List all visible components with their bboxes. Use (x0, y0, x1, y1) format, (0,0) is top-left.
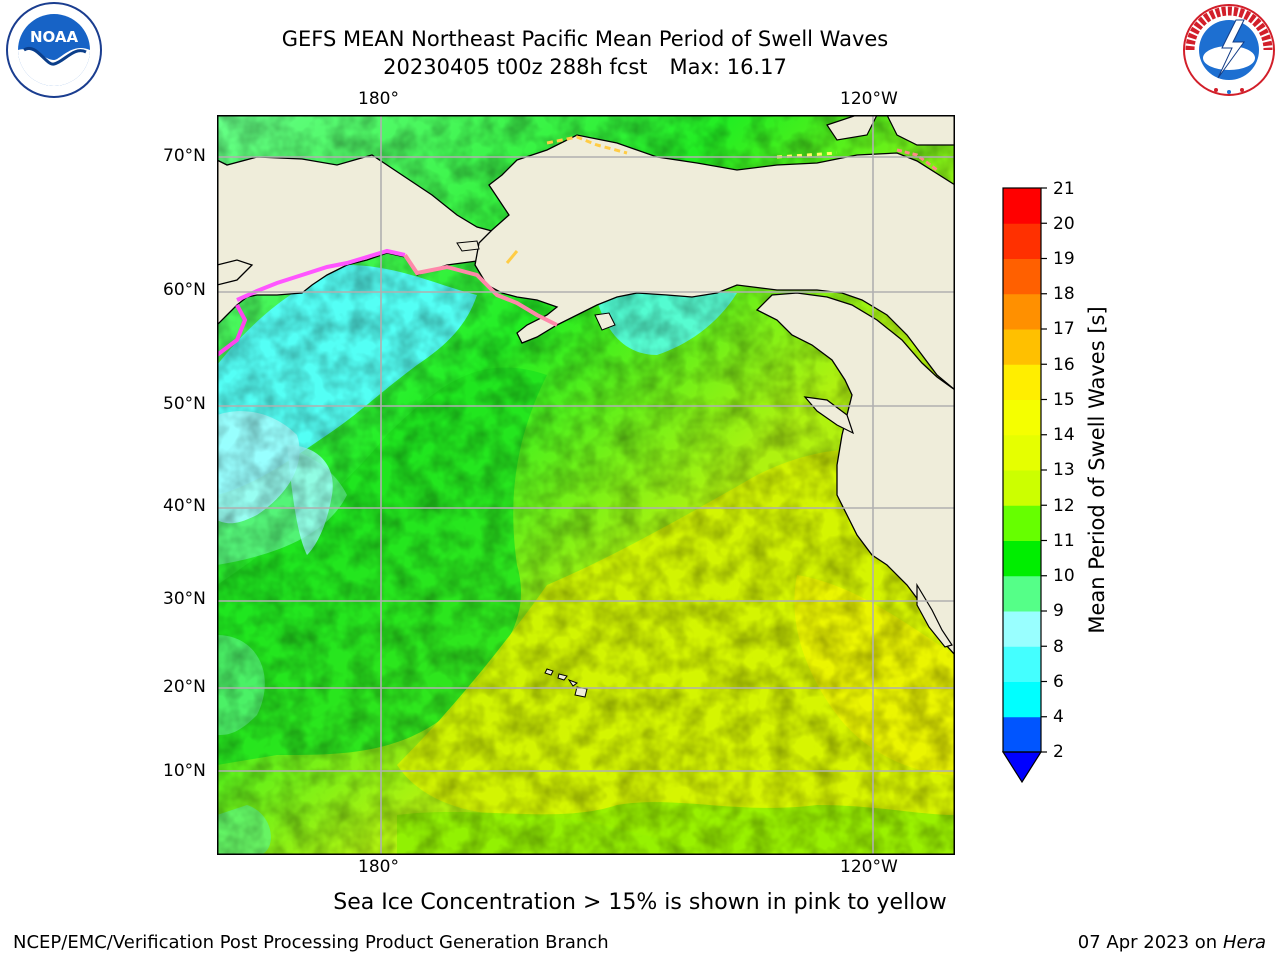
colorbar-cell (1003, 611, 1041, 647)
colorbar-cell (1003, 399, 1041, 436)
lat-label-60n: 60°N (163, 280, 206, 300)
cbar-tick-14: 14 (1053, 425, 1075, 445)
cbar-tick-16: 16 (1053, 355, 1075, 375)
colorbar-cell (1003, 188, 1041, 224)
lat-label-20n: 20°N (163, 677, 206, 697)
colorbar-ticks (1041, 187, 1047, 753)
colorbar-cells (1003, 188, 1041, 753)
footer-date-text: 07 Apr 2023 on (1077, 932, 1223, 953)
colorbar-cell (1003, 646, 1041, 682)
forecast-run: 20230405 t00z 288h fcst (383, 55, 648, 79)
footer-host: Hera (1222, 932, 1266, 953)
footer-date: 07 Apr 2023 on Hera (1078, 932, 1266, 953)
graticule (217, 115, 955, 855)
colorbar-cell (1003, 258, 1041, 295)
sea-ice-note: Sea Ice Concentration > 15% is shown in … (333, 890, 947, 915)
cbar-tick-18: 18 (1053, 284, 1075, 304)
lat-label-10n: 10°N (163, 761, 206, 781)
land-north-america-west (755, 292, 955, 656)
cbar-tick-19: 19 (1053, 249, 1075, 269)
lat-label-30n: 30°N (163, 589, 206, 609)
map-subtitle: 20230405 t00z 288h fcst Max: 16.17 (0, 55, 1170, 79)
cbar-tick-13: 13 (1053, 460, 1075, 480)
colorbar-underflow-triangle (1001, 751, 1043, 784)
lon-label-top-180: 180° (358, 89, 399, 109)
cbar-tick-2: 2 (1053, 742, 1064, 762)
colorbar-cell (1003, 470, 1041, 506)
colorbar-cell (1003, 434, 1041, 471)
hawaii-islands (544, 668, 554, 676)
colorbar-cell (1003, 293, 1041, 330)
noaa-logo: NOAA (2, 2, 106, 106)
map-title: GEFS MEAN Northeast Pacific Mean Period … (281, 27, 889, 51)
colorbar (1001, 187, 1047, 784)
colorbar-cell (1003, 329, 1041, 365)
lat-label-40n: 40°N (163, 496, 206, 516)
cbar-tick-11: 11 (1053, 531, 1075, 551)
lon-label-bottom-120w: 120°W (840, 857, 898, 877)
cbar-tick-8: 8 (1053, 637, 1064, 657)
cbar-tick-20: 20 (1053, 214, 1075, 234)
swell-period-map (217, 115, 955, 855)
colorbar-cell (1003, 681, 1041, 718)
cbar-tick-10: 10 (1053, 566, 1075, 586)
cbar-tick-21: 21 (1053, 179, 1075, 199)
colorbar-cell (1003, 223, 1041, 259)
lat-label-70n: 70°N (163, 146, 206, 166)
lat-label-50n: 50°N (163, 394, 206, 414)
cbar-tick-17: 17 (1053, 319, 1075, 339)
max-value: Max: 16.17 (669, 55, 787, 79)
nws-logo (1178, 2, 1280, 98)
colorbar-cell (1003, 540, 1041, 577)
cbar-tick-6: 6 (1053, 672, 1064, 692)
cbar-tick-4: 4 (1053, 707, 1064, 727)
noaa-logo-text: NOAA (30, 28, 79, 46)
footer-credit: NCEP/EMC/Verification Post Processing Pr… (13, 932, 609, 953)
colorbar-cell (1003, 716, 1041, 753)
colorbar-cell (1003, 364, 1041, 400)
colorbar-cell (1003, 505, 1041, 541)
colorbar-cell (1003, 575, 1041, 612)
cbar-tick-15: 15 (1053, 390, 1075, 410)
cbar-tick-12: 12 (1053, 496, 1075, 516)
map-frame (217, 115, 955, 855)
colorbar-label: Mean Period of Swell Waves [s] (1085, 306, 1109, 634)
cbar-tick-9: 9 (1053, 601, 1064, 621)
lon-label-bottom-180: 180° (358, 857, 399, 877)
lon-label-top-120w: 120°W (840, 89, 898, 109)
